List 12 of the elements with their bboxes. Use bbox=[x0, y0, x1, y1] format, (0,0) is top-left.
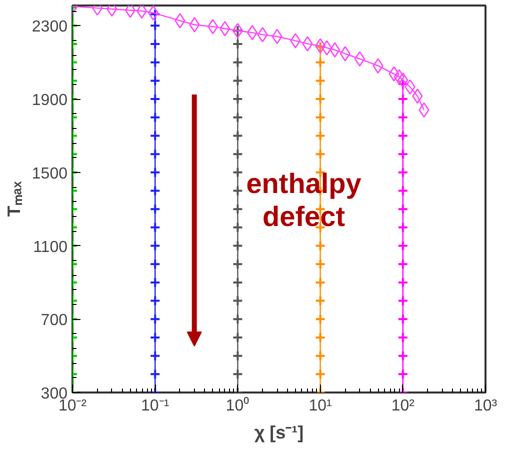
x-tick-label: 10⁰ bbox=[226, 396, 250, 414]
x-axis-title: χ [s⁻¹] bbox=[254, 422, 304, 442]
x-tick-label: 10³ bbox=[474, 398, 498, 414]
y-tick-label: 1900 bbox=[32, 92, 68, 110]
y-tick-label: 1100 bbox=[33, 238, 68, 256]
y-axis-title: Tₘₐₓ bbox=[4, 180, 24, 217]
x-tick-label: 10¹ bbox=[308, 398, 332, 414]
x-tick-label: 10² bbox=[391, 398, 416, 414]
y-tick-label: 700 bbox=[40, 312, 68, 330]
y-tick-label: 2300 bbox=[32, 18, 68, 36]
y-tick-label: 1500 bbox=[32, 165, 68, 182]
x-tick-label: 10⁻¹ bbox=[141, 398, 170, 414]
